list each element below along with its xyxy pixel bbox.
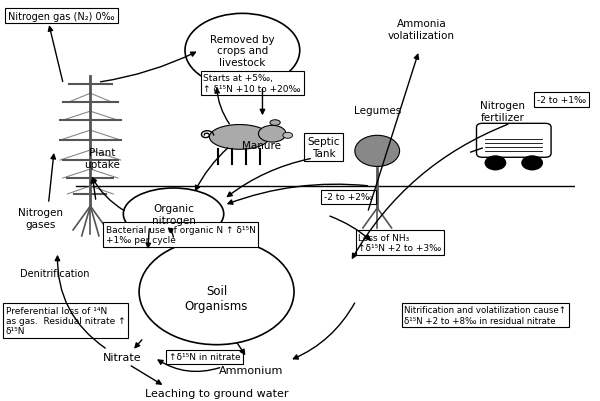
Text: Denitrification: Denitrification <box>20 268 89 278</box>
Text: Nitrate: Nitrate <box>103 352 141 362</box>
Text: Removed by
crops and
livestock: Removed by crops and livestock <box>210 34 275 68</box>
Ellipse shape <box>270 120 280 126</box>
Text: Septic
Tank: Septic Tank <box>308 137 340 159</box>
Text: Preferential loss of ¹⁴N
as gas.  Residual nitrate ↑
δ¹⁵N: Preferential loss of ¹⁴N as gas. Residua… <box>6 306 125 336</box>
Text: Manure: Manure <box>242 140 281 150</box>
Ellipse shape <box>209 125 269 150</box>
Text: Loss of NH₃
↑δ¹⁵N +2 to +3‰: Loss of NH₃ ↑δ¹⁵N +2 to +3‰ <box>358 233 442 253</box>
Text: Plant
uptake: Plant uptake <box>84 148 120 170</box>
Ellipse shape <box>185 14 300 88</box>
Text: Bacterial use of organic N ↑ δ¹⁵N
+1‰ per cycle: Bacterial use of organic N ↑ δ¹⁵N +1‰ pe… <box>106 225 256 245</box>
Text: -2 to +2‰: -2 to +2‰ <box>324 193 373 202</box>
Text: Nitrification and volatilization cause↑
δ¹⁵N +2 to +8‰ in residual nitrate: Nitrification and volatilization cause↑ … <box>404 306 566 325</box>
Text: Ammonium: Ammonium <box>219 366 283 375</box>
Text: Soil
Organisms: Soil Organisms <box>185 284 248 312</box>
Text: Leaching to ground water: Leaching to ground water <box>145 388 289 398</box>
Text: Nitrogen
fertilizer: Nitrogen fertilizer <box>480 101 525 122</box>
Circle shape <box>521 156 543 171</box>
Text: ↑δ¹⁵N in nitrate: ↑δ¹⁵N in nitrate <box>169 352 241 361</box>
Text: Organic
nitrogen: Organic nitrogen <box>152 204 196 225</box>
Ellipse shape <box>283 133 293 139</box>
Ellipse shape <box>124 188 224 240</box>
Circle shape <box>485 156 506 171</box>
Text: Nitrogen
gases: Nitrogen gases <box>18 208 63 229</box>
FancyBboxPatch shape <box>476 124 551 158</box>
Text: Nitrogen gas (N₂) 0‰: Nitrogen gas (N₂) 0‰ <box>8 12 115 22</box>
Text: Legumes: Legumes <box>353 106 401 116</box>
Text: -2 to +1‰: -2 to +1‰ <box>537 96 586 105</box>
Text: Ammonia
volatilization: Ammonia volatilization <box>388 19 455 41</box>
Text: Starts at +5‰,
↑ δ¹⁵N +10 to +20‰: Starts at +5‰, ↑ δ¹⁵N +10 to +20‰ <box>203 74 301 93</box>
Ellipse shape <box>259 126 286 143</box>
Ellipse shape <box>355 136 400 167</box>
